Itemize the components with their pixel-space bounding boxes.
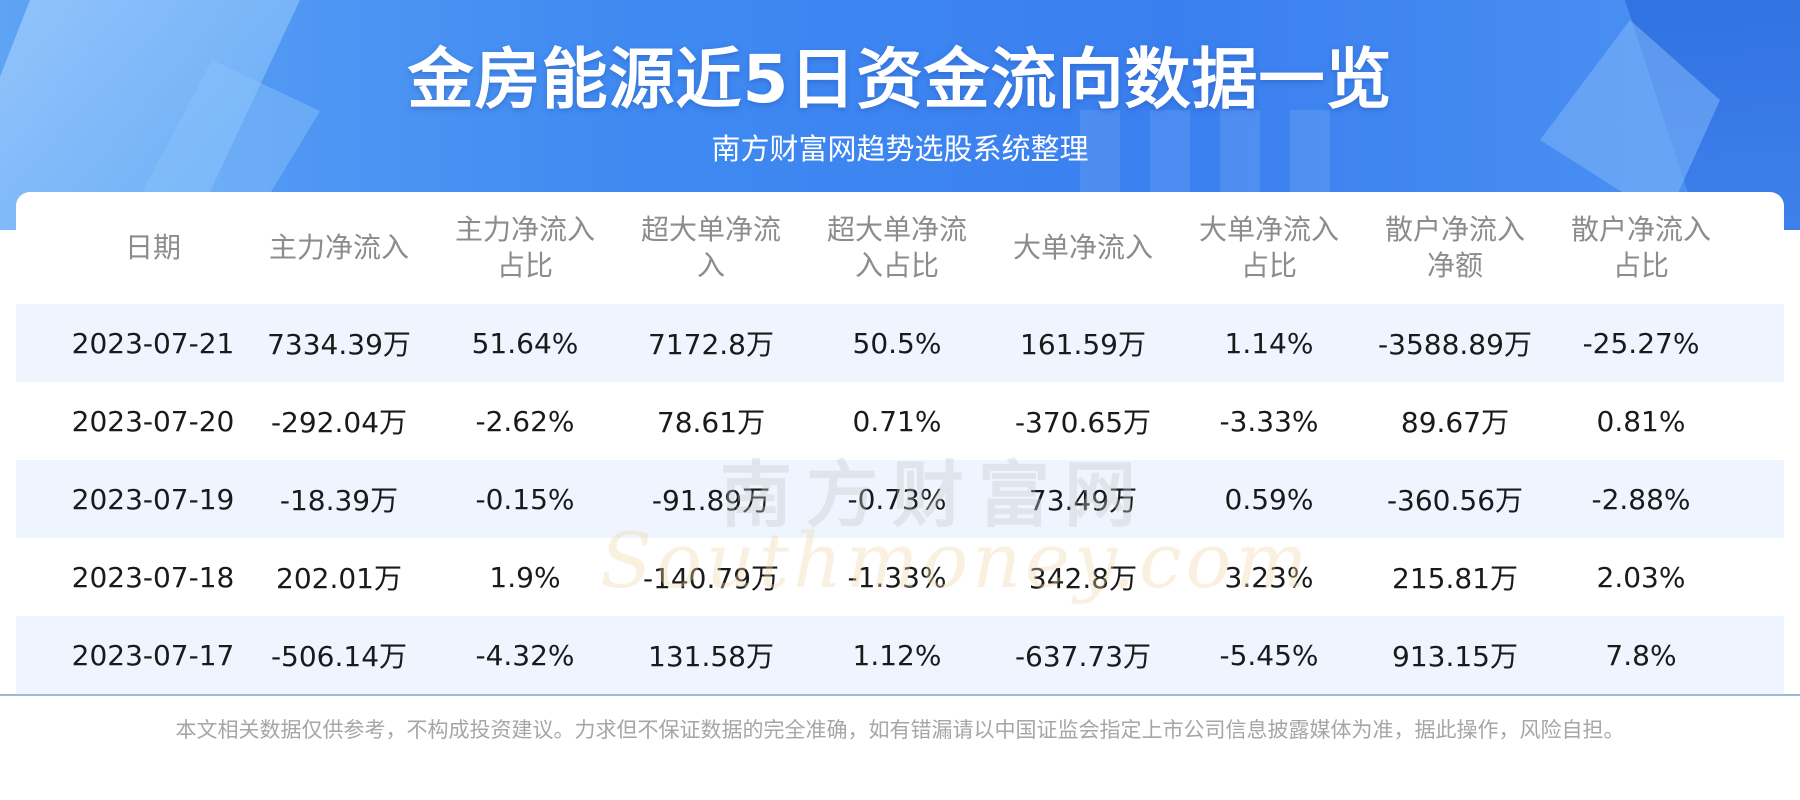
cell-large-ratio: -5.45%	[1219, 638, 1319, 672]
header-main-net-inflow: 主力净流入	[268, 231, 409, 264]
header-super-large-net-inflow-ratio: 超大单净流 入占比	[826, 213, 967, 282]
cell-retail-ratio: 7.8%	[1605, 638, 1677, 672]
cell-date: 2023-07-20	[71, 404, 235, 438]
cell-date: 2023-07-18	[71, 560, 235, 594]
header-large-net-inflow-ratio: 大单净流入 占比	[1198, 213, 1339, 282]
header-retail-net-inflow-amount: 散户净流入 净额	[1384, 213, 1525, 282]
table-header-row: 日期 主力净流入 主力净流入 占比 超大单净流入 超大单净流 入占比 大单净流入 大…	[16, 192, 1784, 304]
cell-date: 2023-07-17	[71, 638, 235, 672]
header-large-net-inflow: 大单净流入	[1012, 231, 1153, 264]
cell-super-large-ratio: -0.73%	[847, 482, 947, 516]
cell-large: 342.8万	[1028, 562, 1138, 595]
header-date: 日期	[124, 231, 181, 264]
cell-super-large: 131.58万	[648, 640, 774, 673]
cell-main-net-inflow: -292.04万	[270, 406, 408, 439]
cell-large-ratio: 0.59%	[1224, 482, 1314, 516]
cell-main-ratio: 51.64%	[471, 326, 579, 360]
cell-large: 161.59万	[1020, 328, 1146, 361]
cell-retail-ratio: 2.03%	[1596, 560, 1686, 594]
cell-large: -637.73万	[1014, 640, 1152, 673]
page-subtitle: 南方财富网趋势选股系统整理	[711, 132, 1089, 166]
data-card: 日期 主力净流入 主力净流入 占比 超大单净流入 超大单净流 入占比 大单净流入 大…	[16, 192, 1784, 694]
table-row: 2023-07-20 -292.04万 -2.62% 78.61万 0.71% …	[16, 382, 1784, 460]
header-banner: 金房能源近5日资金流向数据一览 南方财富网趋势选股系统整理	[0, 0, 1800, 230]
table-row: 2023-07-18 202.01万 1.9% -140.79万 -1.33% …	[16, 538, 1784, 616]
table-row: 2023-07-21 7334.39万 51.64% 7172.8万 50.5%…	[16, 304, 1784, 382]
cell-super-large-ratio: 1.12%	[852, 638, 942, 672]
header-main-net-inflow-ratio: 主力净流入 占比	[454, 213, 595, 282]
cell-large: -370.65万	[1014, 406, 1152, 439]
cell-main-net-inflow: -18.39万	[279, 484, 399, 517]
cell-main-ratio: -4.32%	[475, 638, 575, 672]
fund-flow-table: 日期 主力净流入 主力净流入 占比 超大单净流入 超大单净流 入占比 大单净流入 大…	[16, 192, 1784, 694]
cell-retail: -360.56万	[1386, 484, 1524, 517]
cell-super-large: -140.79万	[642, 562, 780, 595]
cell-super-large-ratio: 50.5%	[852, 326, 942, 360]
cell-main-ratio: -2.62%	[475, 404, 575, 438]
cell-super-large: 78.61万	[656, 406, 766, 439]
table-row: 2023-07-19 -18.39万 -0.15% -91.89万 -0.73%…	[16, 460, 1784, 538]
cell-large-ratio: 3.23%	[1224, 560, 1314, 594]
cell-retail: 89.67万	[1400, 406, 1510, 439]
divider	[0, 694, 1800, 696]
cell-main-net-inflow: 202.01万	[276, 562, 402, 595]
cell-retail: 215.81万	[1392, 562, 1518, 595]
cell-large: 73.49万	[1028, 484, 1138, 517]
cell-main-net-inflow: -506.14万	[270, 640, 408, 673]
cell-date: 2023-07-21	[71, 326, 235, 360]
cell-main-ratio: -0.15%	[475, 482, 575, 516]
cell-date: 2023-07-19	[71, 482, 235, 516]
cell-retail-ratio: -2.88%	[1591, 482, 1691, 516]
table-row: 2023-07-17 -506.14万 -4.32% 131.58万 1.12%…	[16, 616, 1784, 694]
cell-super-large: 7172.8万	[648, 328, 774, 361]
cell-large-ratio: -3.33%	[1219, 404, 1319, 438]
cell-super-large-ratio: 0.71%	[852, 404, 942, 438]
cell-retail-ratio: -25.27%	[1582, 326, 1700, 360]
cell-super-large-ratio: -1.33%	[847, 560, 947, 594]
cell-super-large: -91.89万	[651, 484, 771, 517]
cell-main-ratio: 1.9%	[489, 560, 561, 594]
cell-main-net-inflow: 7334.39万	[267, 328, 411, 361]
cell-retail: -3588.89万	[1378, 328, 1532, 361]
header-super-large-net-inflow: 超大单净流入	[640, 213, 781, 282]
header-retail-net-inflow-ratio: 散户净流入 占比	[1570, 213, 1711, 282]
cell-large-ratio: 1.14%	[1224, 326, 1314, 360]
disclaimer-text: 本文相关数据仅供参考，不构成投资建议。力求但不保证数据的完全准确，如有错漏请以中…	[175, 718, 1625, 742]
cell-retail: 913.15万	[1392, 640, 1518, 673]
cell-retail-ratio: 0.81%	[1596, 404, 1686, 438]
page-title: 金房能源近5日资金流向数据一览	[407, 41, 1393, 118]
